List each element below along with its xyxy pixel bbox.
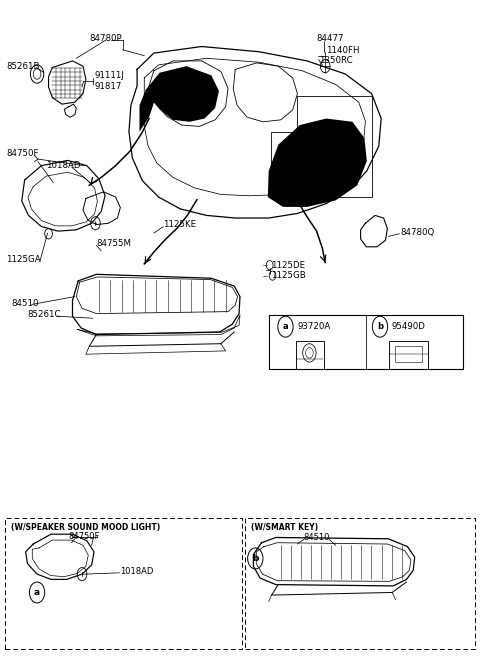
Text: 1125GB: 1125GB [271,271,306,280]
Bar [396,346,421,362]
Polygon shape [140,91,155,132]
Text: b: b [252,554,259,563]
Text: 1018AD: 1018AD [120,567,154,576]
Text: 1350RC: 1350RC [319,56,353,66]
Text: 95490D: 95490D [392,322,426,331]
Text: 84750F: 84750F [6,150,39,158]
Text: 1125DE: 1125DE [271,260,305,270]
Text: 84510: 84510 [303,533,330,542]
Text: 84755M: 84755M [96,239,132,248]
Text: a: a [34,588,40,597]
Text: 84477: 84477 [317,34,344,43]
Text: 85261C: 85261C [27,310,60,319]
Bar [296,341,324,369]
Text: 93720A: 93720A [298,322,331,331]
Bar [271,132,345,190]
Text: b: b [377,322,383,331]
Text: (W/SMART KEY): (W/SMART KEY) [251,523,318,532]
Text: 1018AD: 1018AD [46,161,81,170]
Text: 1140FH: 1140FH [326,46,360,55]
Bar [389,341,428,369]
Text: a: a [283,322,288,331]
Text: 84750F: 84750F [69,531,100,541]
Text: 84780Q: 84780Q [400,228,434,237]
Text: 1125KE: 1125KE [163,220,196,229]
Polygon shape [268,119,367,207]
Bar [269,315,463,369]
Text: 1125GA: 1125GA [6,255,41,264]
Bar [298,96,372,197]
Bar [245,518,475,649]
Polygon shape [145,66,219,122]
Text: 91111J: 91111J [94,71,124,80]
Text: 84780P: 84780P [89,34,122,43]
Text: 85261B: 85261B [6,62,40,71]
Text: (W/SPEAKER SOUND MOOD LIGHT): (W/SPEAKER SOUND MOOD LIGHT) [11,523,160,532]
Bar [5,518,242,649]
Text: 84510: 84510 [11,298,39,308]
Text: 91817: 91817 [94,82,121,91]
